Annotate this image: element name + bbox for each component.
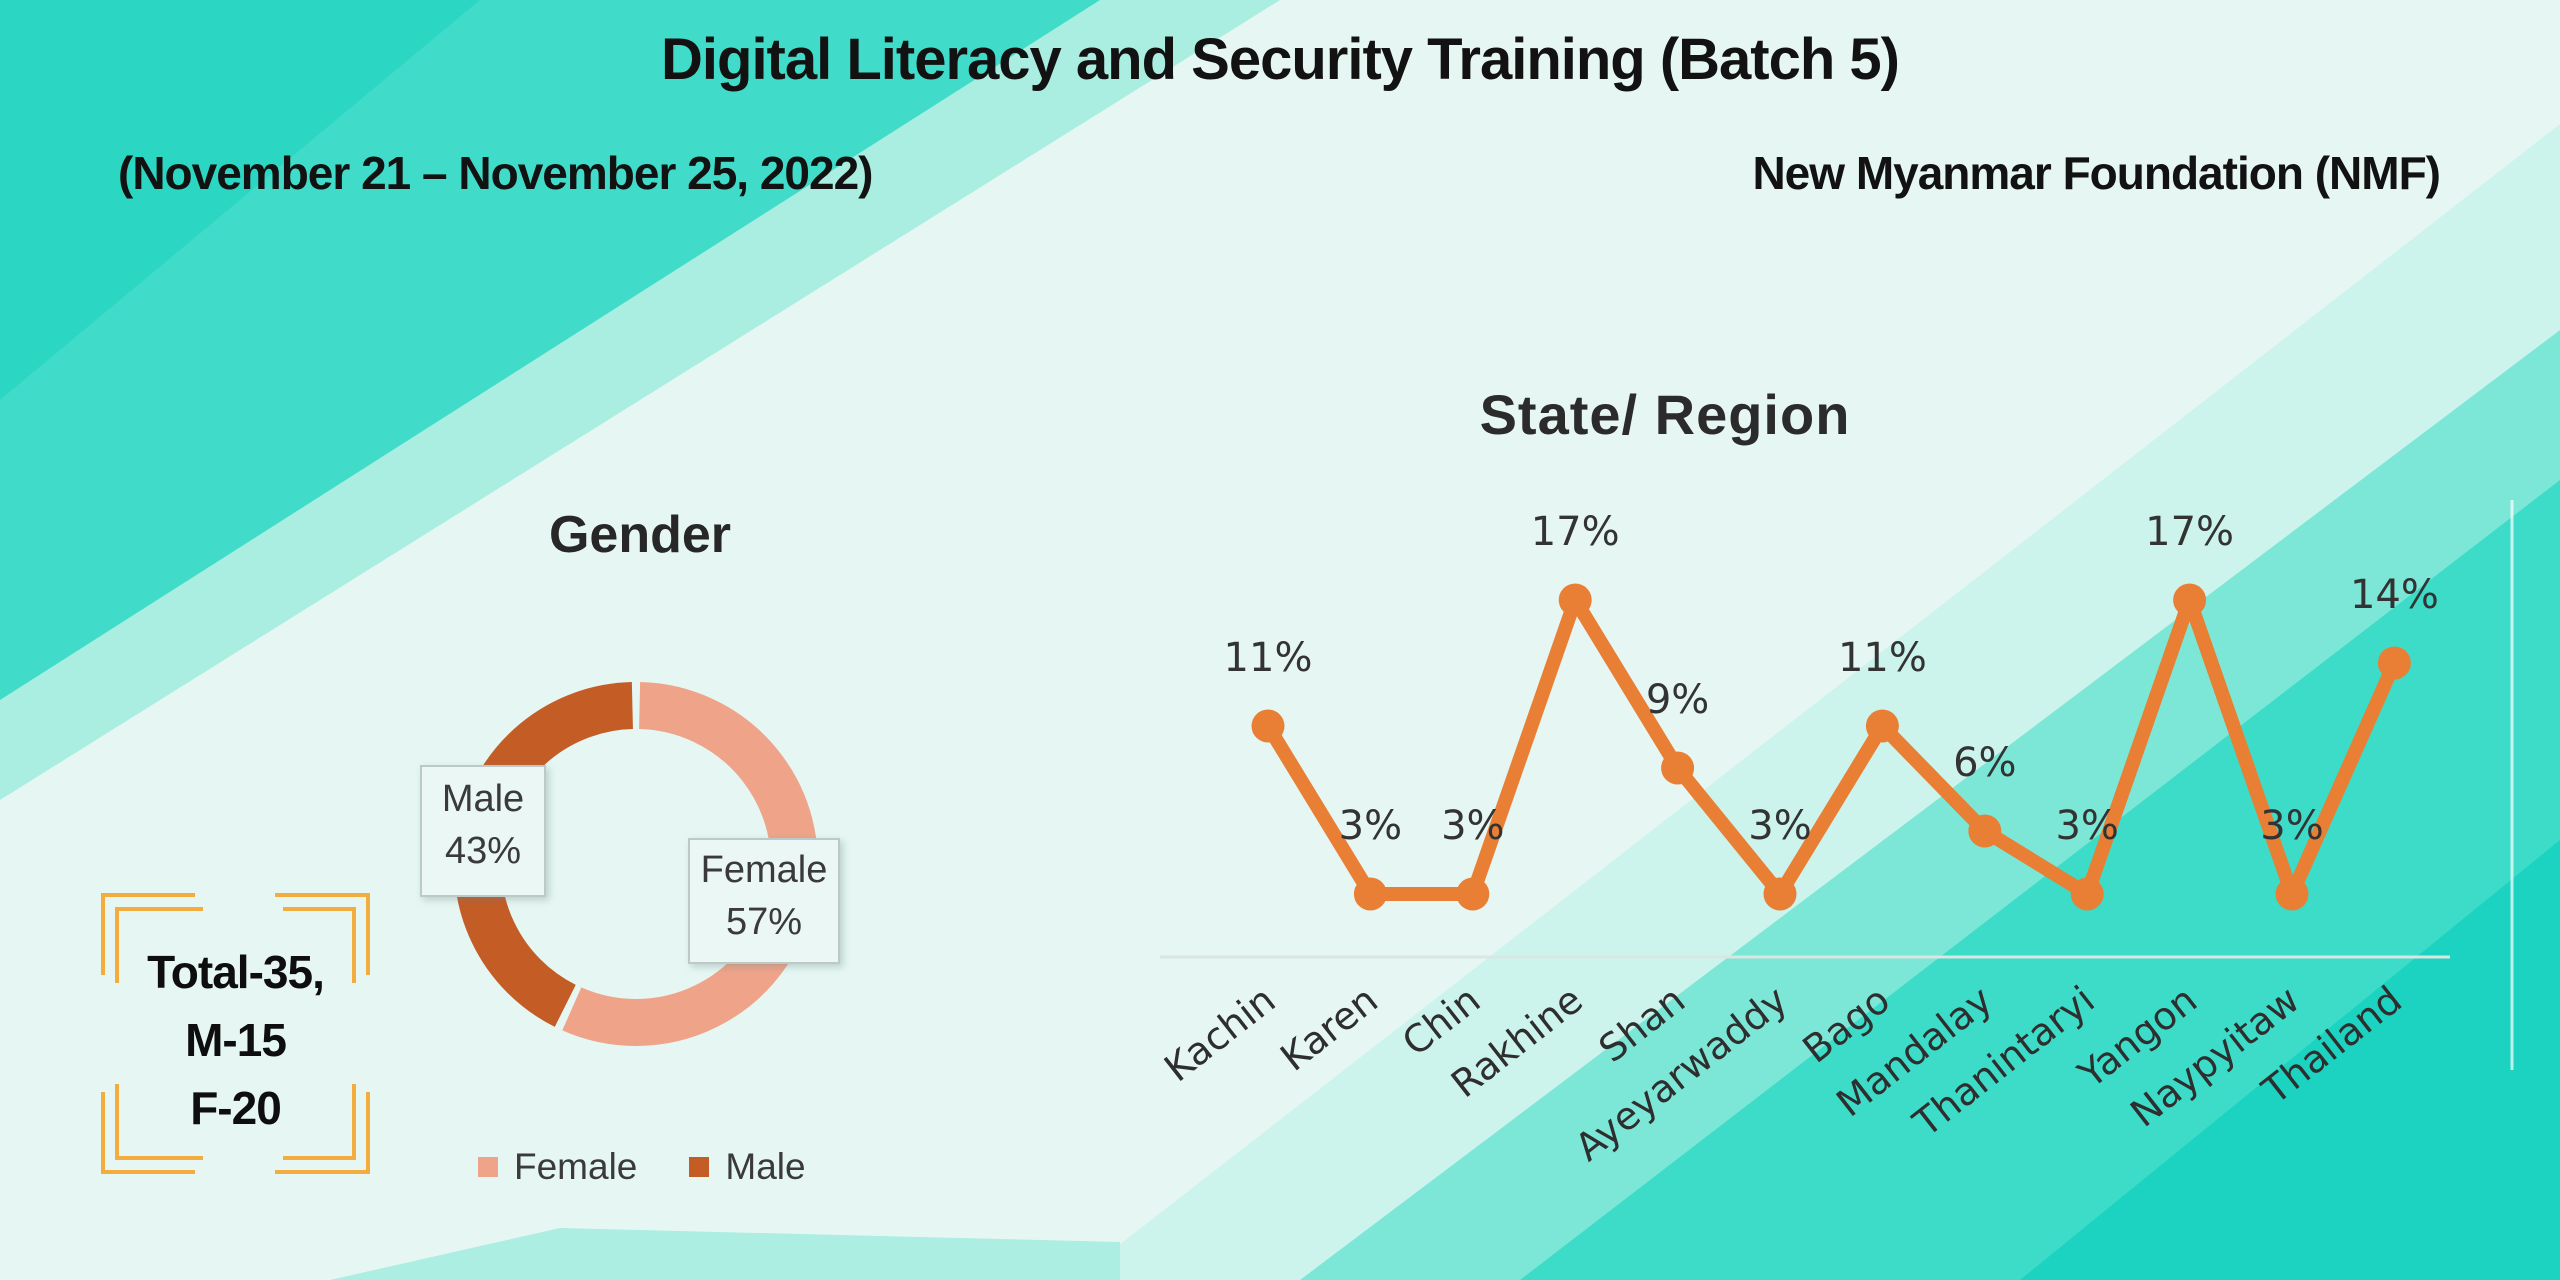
data-point-mandalay [1968,814,2002,848]
data-point-karen [1353,877,1387,911]
data-label-kachin: 11% [1224,635,1313,681]
data-point-shan [1661,751,1695,785]
data-point-kachin [1251,709,1285,743]
bracket-bottom-left-inner [115,1084,203,1160]
date-range-label: (November 21 – November 25, 2022) [118,147,874,199]
gender-chart-title: Gender [548,506,732,564]
organization-label: New Myanmar Foundation (NMF) [1752,147,2441,199]
data-label-karen: 3% [1339,803,1402,849]
region-chart-title: State/ Region [1479,383,1851,446]
data-label-shan: 9% [1646,677,1709,723]
female-label: Female [700,849,828,891]
region-line-chart: 11%Kachin3%Karen3%Chin17%Rakhine9%Shan3%… [1156,500,2514,1170]
female-legend-label: Female [514,1146,638,1187]
data-point-thailand [2377,646,2411,680]
data-point-naypyitaw [2275,877,2309,911]
data-label-mandalay: 6% [1953,740,2016,786]
data-label-chin: 3% [1441,803,1504,849]
legend-item-male: Male [689,1146,806,1188]
bracket-bottom-right-inner [283,1084,356,1160]
data-point-ayeyarwaddy [1763,877,1797,911]
male-label: Male [441,778,525,820]
summary-bracket [101,893,370,1174]
bracket-top-left-inner [115,907,203,983]
category-label-kachin: Kachin [1156,977,1283,1090]
data-label-rakhine: 17% [1531,509,1620,555]
legend-item-female: Female [478,1146,637,1188]
bracket-top-right-outer [275,893,370,975]
female-legend-swatch [478,1157,498,1177]
bracket-top-left-outer [101,893,195,975]
category-label-karen: Karen [1272,977,1386,1079]
data-point-thanintaryi [2070,877,2104,911]
data-point-bago [1865,709,1899,743]
female-percent: 57% [725,901,803,943]
summary-female-count: F-20 [190,1082,282,1134]
data-label-bago: 11% [1838,635,1927,681]
gender-legend: Female Male [478,1146,806,1188]
male-legend-label: Male [725,1146,806,1187]
summary-male-count: M-15 [185,1014,287,1066]
data-point-yangon [2173,583,2207,617]
male-data-label-box: Male 43% [420,765,546,897]
bracket-top-right-inner [283,907,356,983]
female-data-label-box: Female 57% [688,838,840,964]
male-legend-swatch [689,1157,710,1177]
line-series [1261,593,2402,901]
data-label-ayeyarwaddy: 3% [1748,803,1811,849]
data-label-thanintaryi: 3% [2055,803,2118,849]
data-label-thailand: 14% [2350,572,2439,618]
bracket-bottom-right-outer [275,1092,370,1174]
data-label-naypyitaw: 3% [2260,803,2323,849]
bracket-bottom-left-outer [101,1092,195,1174]
page-title: Digital Literacy and Security Training (… [661,27,1900,92]
summary-total: Total-35, [147,946,325,998]
data-point-rakhine [1558,583,1592,617]
data-label-yangon: 17% [2145,509,2234,555]
male-percent: 43% [444,830,522,872]
data-point-chin [1456,877,1490,911]
participant-summary: Total-35, M-15 F-20 [103,938,368,1142]
